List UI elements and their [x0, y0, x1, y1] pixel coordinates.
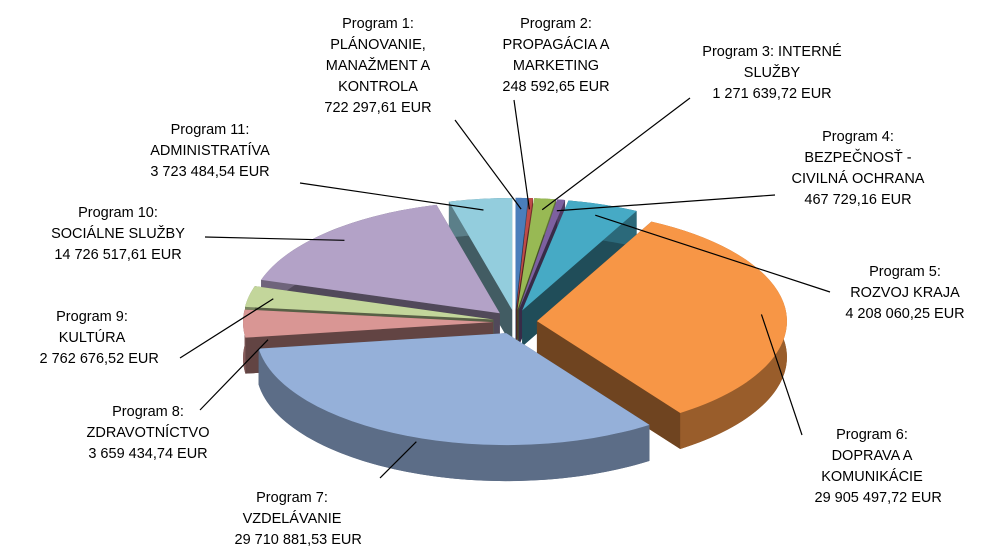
data-label: Program 10: SOCIÁLNE SLUŽBY 14 726 517,61… — [43, 203, 193, 266]
category-label: Program 7: VZDELÁVANIE — [242, 490, 342, 527]
value-label: 2 762 676,52 EUR — [39, 351, 159, 367]
value-label: 14 726 517,61 EUR — [54, 247, 182, 263]
category-label: Program 4: BEZPEČNOSŤ - CIVILNÁ OCHRANA — [791, 129, 925, 187]
data-label: Program 5: ROZVOJ KRAJA 4 208 060,25 EUR — [845, 262, 965, 325]
leader-line — [513, 99, 530, 210]
value-label: 4 208 060,25 EUR — [845, 306, 965, 322]
leader-line — [541, 97, 691, 211]
category-label: Program 1: PLÁNOVANIE, MANAŽMENT A KONTR… — [325, 16, 431, 95]
slice-top — [261, 204, 500, 314]
leader-line — [199, 339, 269, 411]
data-label: Program 9: KULTÚRA 2 762 676,52 EUR — [39, 307, 159, 370]
data-label: Program 4: BEZPEČNOSŤ - CIVILNÁ OCHRANA 4… — [783, 127, 933, 211]
slice-top — [448, 197, 513, 310]
category-label: Program 8: ZDRAVOTNÍCTVO — [86, 404, 210, 441]
value-label: 29 710 881,53 EUR — [234, 532, 362, 548]
value-label: 722 297,61 EUR — [324, 100, 432, 116]
slice-top — [515, 197, 528, 310]
slice-top — [516, 198, 533, 310]
slice — [258, 333, 650, 482]
leader-line — [179, 298, 274, 359]
leader-line — [454, 119, 522, 210]
category-label: Program 5: ROZVOJ KRAJA — [850, 264, 960, 301]
value-label: 248 592,65 EUR — [502, 79, 610, 95]
data-label: Program 8: ZDRAVOTNÍCTVO 3 659 434,74 EUR — [81, 402, 216, 465]
value-label: 3 723 484,54 EUR — [150, 164, 270, 180]
slice-top — [536, 221, 787, 413]
leader-line — [595, 214, 831, 293]
category-label: Program 10: SOCIÁLNE SLUŽBY — [51, 205, 185, 242]
slice-top — [518, 199, 566, 311]
slice-top — [245, 286, 494, 320]
slice-top — [517, 198, 556, 310]
data-label: Program 6: DOPRAVA A KOMUNIKÁCIE 29 905 4… — [814, 425, 942, 509]
slice-top — [258, 333, 650, 446]
data-label: Program 2: PROPAGÁCIA A MARKETING 248 592… — [491, 14, 621, 98]
leader-line — [760, 314, 803, 436]
leader-line — [299, 182, 484, 211]
category-label: Program 11: ADMINISTRATÍVA — [150, 122, 270, 159]
leader-line — [379, 441, 417, 479]
value-label: 29 905 497,72 EUR — [814, 490, 942, 506]
leader-line — [204, 236, 345, 241]
category-label: Program 6: DOPRAVA A KOMUNIKÁCIE — [821, 427, 923, 485]
slice-top — [522, 200, 637, 311]
data-label: Program 3: INTERNÉ SLUŽBY 1 271 639,72 EU… — [702, 42, 842, 105]
category-label: Program 9: KULTÚRA — [56, 309, 128, 346]
slice — [536, 221, 787, 449]
slice-top — [243, 309, 494, 338]
category-label: Program 2: PROPAGÁCIA A MARKETING — [502, 16, 610, 74]
slice-edge — [536, 321, 681, 449]
slice-side — [258, 348, 650, 482]
value-label: 1 271 639,72 EUR — [712, 86, 832, 102]
data-label: Program 1: PLÁNOVANIE, MANAŽMENT A KONTR… — [308, 14, 448, 119]
leader-line — [556, 194, 776, 212]
data-label: Program 7: VZDELÁVANIE 29 710 881,53 EUR — [234, 488, 362, 551]
value-label: 467 729,16 EUR — [804, 192, 912, 208]
category-label: Program 3: INTERNÉ SLUŽBY — [702, 44, 842, 81]
data-label: Program 11: ADMINISTRATÍVA 3 723 484,54 E… — [143, 120, 278, 183]
value-label: 3 659 434,74 EUR — [88, 446, 208, 462]
